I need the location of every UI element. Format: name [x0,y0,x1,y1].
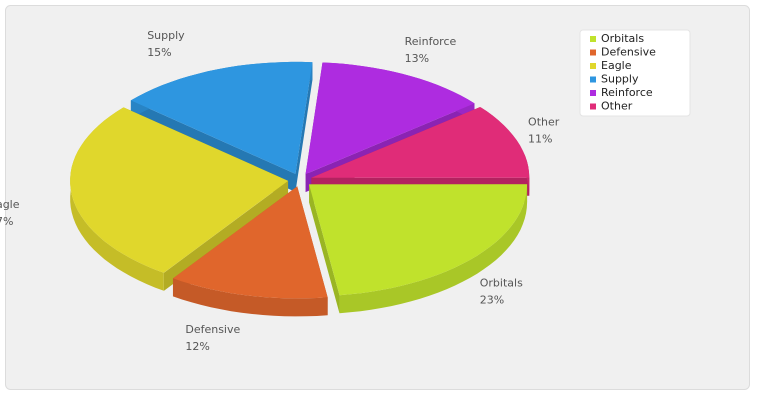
legend-swatch [590,36,596,42]
legend-label: Defensive [601,46,656,59]
slice [309,184,528,296]
slice-label: Defensive [185,323,240,336]
slice-value: 27% [0,215,13,228]
slice-label: Eagle [0,198,20,211]
slice-rim [70,107,164,291]
slice-label: Orbitals [480,276,523,289]
slice-value: 12% [185,340,209,353]
legend-swatch [590,90,596,96]
slice-rim [173,278,328,317]
slice [311,107,530,178]
pie [70,61,530,317]
labels: Orbitals 23% Defensive 12% Eagle 27% Supply 15%… [0,29,560,353]
slice-label: Supply [147,29,185,42]
legend-label: Other [601,100,633,113]
legend-label: Supply [601,73,639,86]
legend-label: Reinforce [601,86,653,99]
legend-box [579,29,691,117]
slice [173,186,328,299]
slice-label: Other [528,116,560,129]
legend-swatch [590,103,596,110]
legend-label: Eagle [601,59,632,72]
slice-value: 11% [528,133,552,146]
legend-swatch [590,63,596,69]
slice [70,107,289,273]
legend-label: Orbitals [601,32,644,45]
slice-value: 23% [480,293,504,306]
slice [130,61,313,174]
slice [305,62,475,175]
slice-value: 15% [147,46,171,59]
slice-rim [339,184,528,314]
legend-swatch [590,76,596,83]
legend: OrbitalsDefensiveEagleSupplyReinforceOth… [579,29,691,117]
slice-label: Reinforce [405,35,457,48]
slice-side [305,62,475,193]
slice-value: 13% [405,52,429,65]
legend-swatch [590,49,596,56]
